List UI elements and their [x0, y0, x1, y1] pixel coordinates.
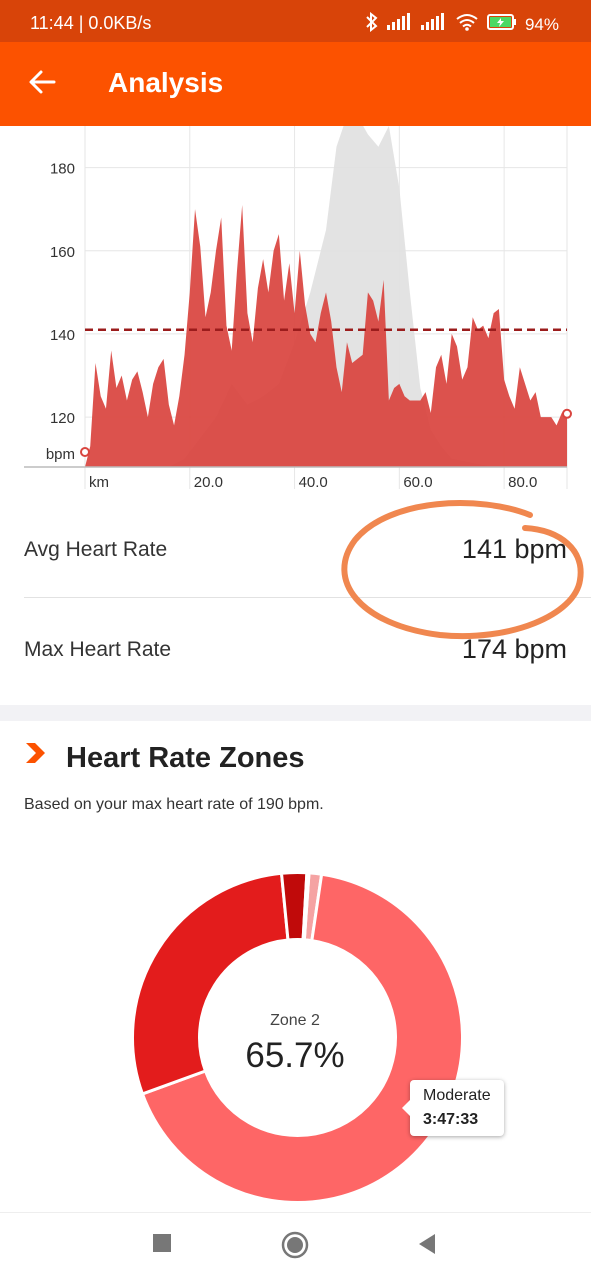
zones-title: Heart Rate Zones [66, 742, 305, 774]
tooltip-zone-time: 3:47:33 [423, 1111, 479, 1128]
zone-slice[interactable] [140, 872, 464, 1204]
max-heart-rate-row: Max Heart Rate 174 bpm [24, 600, 567, 700]
tooltip-zone-name: Moderate [423, 1087, 491, 1104]
donut-center-label: Zone 2 [270, 1012, 320, 1029]
chevron-right-icon [24, 742, 48, 769]
x-tick-label: 20.0 [194, 474, 223, 491]
start-marker [80, 447, 90, 457]
y-tick-label: 120 [50, 410, 75, 427]
tooltip-arrow [402, 1100, 410, 1116]
signal-icon-2 [420, 13, 447, 36]
divider [24, 597, 591, 598]
zone-slice[interactable] [131, 871, 290, 1096]
signal-icon [386, 13, 413, 36]
back-button[interactable] [417, 1233, 437, 1260]
y-tick-label: 160 [50, 244, 75, 261]
system-nav-bar [0, 1212, 591, 1281]
end-marker [562, 408, 572, 419]
page-title: Analysis [108, 67, 224, 98]
wifi-icon [455, 13, 479, 36]
y-tick-label: 140 [50, 327, 75, 344]
recent-apps-button[interactable] [152, 1233, 172, 1258]
x-tick-label: 60.0 [403, 474, 432, 491]
y-tick-label: 180 [50, 161, 75, 178]
avg-heart-rate-row: Avg Heart Rate 141 bpm [24, 500, 567, 600]
status-icons: 94% [365, 11, 559, 37]
donut-center-value: 65.7% [245, 1036, 345, 1075]
heart-rate-area [85, 205, 567, 467]
battery-level: 94% [524, 14, 559, 34]
x-tick-label: km [89, 474, 109, 491]
app-bar: Analysis [0, 42, 591, 126]
max-heart-rate-label: Max Heart Rate [24, 638, 172, 661]
zones-subtitle: Based on your max heart rate of 190 bpm. [24, 796, 324, 813]
back-arrow-icon[interactable] [28, 64, 58, 100]
x-tick-label: 40.0 [299, 474, 328, 491]
avg-heart-rate-value: 141 bpm [461, 534, 567, 564]
zone-tooltip: Moderate 3:47:33 [402, 1080, 504, 1136]
zone-slice[interactable] [301, 871, 311, 942]
heart-rate-chart: 120 140 160 180 bpm km 20.0 40.0 60.0 80.0 [0, 116, 591, 496]
section-separator [0, 705, 591, 721]
max-heart-rate-value: 174 bpm [461, 634, 567, 664]
home-button[interactable] [281, 1231, 309, 1264]
x-tick-label: 80.0 [508, 474, 537, 491]
battery-icon [486, 13, 517, 36]
y-unit-label: bpm [46, 446, 75, 463]
bluetooth-icon [365, 11, 379, 37]
status-bar: 11:44 | 0.0KB/s 94% [0, 0, 591, 42]
avg-heart-rate-label: Avg Heart Rate [24, 538, 168, 561]
annotation-circle [341, 500, 584, 639]
zones-donut-chart [131, 871, 464, 1204]
status-time: 11:44 | 0.0KB/s [30, 13, 152, 33]
elevation-area [85, 116, 567, 467]
